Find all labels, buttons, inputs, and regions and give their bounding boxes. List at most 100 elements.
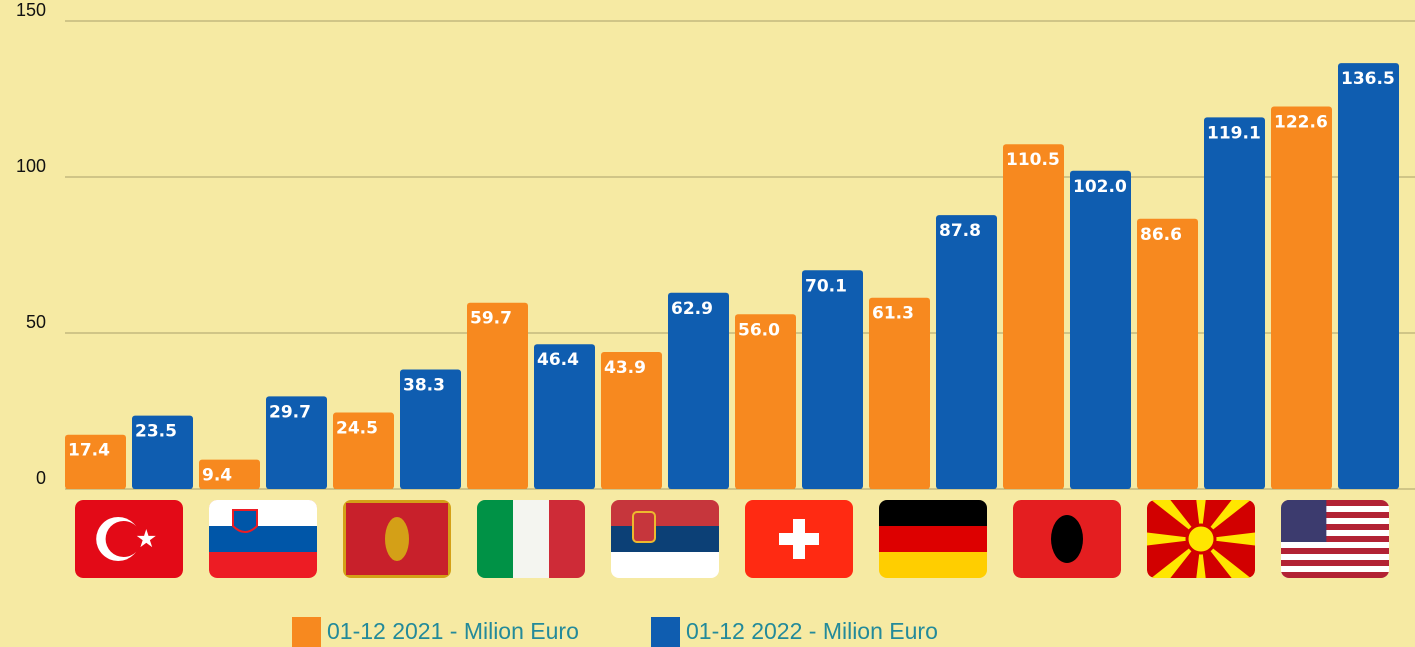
value-label: 9.4 — [202, 466, 232, 486]
bar — [1271, 106, 1332, 489]
flag-body — [611, 500, 719, 578]
crescent-cut — [105, 521, 142, 557]
shield — [632, 511, 656, 543]
flag — [75, 500, 183, 578]
stripe — [879, 500, 987, 526]
ray — [1201, 539, 1255, 578]
bar — [1070, 170, 1131, 489]
value-label: 136.5 — [1341, 69, 1395, 89]
stripe — [1281, 560, 1389, 566]
value-label: 17.4 — [68, 441, 110, 461]
y-tick-label: 50 — [26, 312, 46, 332]
bar — [65, 434, 126, 489]
flag — [879, 500, 987, 578]
bar — [601, 352, 662, 489]
flag-body — [745, 500, 853, 578]
stripe — [611, 500, 719, 526]
stripe — [1281, 536, 1389, 542]
stripe — [1281, 548, 1389, 554]
flag-body — [343, 500, 451, 578]
star — [136, 529, 156, 548]
value-label: 38.3 — [403, 376, 445, 396]
cross — [779, 533, 819, 545]
bar — [266, 396, 327, 489]
value-label: 24.5 — [336, 419, 378, 439]
bar — [735, 314, 796, 489]
bar — [132, 415, 193, 489]
legend-label: 01-12 2022 - Milion Euro — [686, 618, 938, 644]
flag-body — [1281, 500, 1389, 578]
stripe — [1281, 500, 1389, 506]
legend-swatch — [292, 617, 321, 647]
stripe — [1281, 512, 1389, 518]
flag — [611, 500, 719, 578]
value-label: 59.7 — [470, 309, 512, 329]
y-tick-label: 0 — [36, 468, 46, 488]
bar — [199, 459, 260, 489]
value-label: 43.9 — [604, 358, 646, 378]
value-label: 86.6 — [1140, 225, 1182, 245]
flag-body — [477, 500, 585, 578]
y-tick-label: 150 — [16, 0, 46, 20]
ray — [1147, 500, 1201, 539]
bar — [1204, 117, 1265, 490]
flag — [1281, 500, 1389, 578]
flag — [745, 500, 853, 578]
legend-swatch — [651, 617, 680, 647]
stripe — [1281, 524, 1389, 530]
flag — [209, 500, 317, 578]
stripe — [477, 500, 513, 578]
bar — [1003, 144, 1064, 490]
flag-body — [879, 500, 987, 578]
bar — [333, 412, 394, 489]
value-label: 87.8 — [939, 221, 981, 241]
stripe — [611, 526, 719, 552]
value-label: 56.0 — [738, 320, 780, 340]
stripe — [549, 500, 585, 578]
bar — [936, 215, 997, 489]
stripe — [879, 552, 987, 578]
stripe — [1281, 572, 1389, 578]
flag — [1147, 500, 1255, 578]
ray — [1201, 500, 1255, 539]
ray — [1147, 529, 1201, 549]
canton — [1281, 500, 1327, 542]
value-label: 46.4 — [537, 350, 579, 370]
bar — [467, 302, 528, 489]
stripe — [611, 552, 719, 578]
bar — [1137, 218, 1198, 490]
flag-body — [1147, 500, 1255, 578]
value-label: 102.0 — [1073, 177, 1127, 197]
bar — [1338, 63, 1399, 490]
value-label: 122.6 — [1274, 112, 1328, 132]
ray — [1201, 529, 1255, 549]
value-label: 29.7 — [269, 402, 311, 422]
flag-body — [209, 500, 317, 578]
eagle — [385, 517, 409, 561]
value-label: 119.1 — [1207, 123, 1261, 143]
sun — [1185, 523, 1217, 555]
flag — [343, 500, 451, 578]
flag — [477, 500, 585, 578]
bar — [534, 344, 595, 489]
ray — [1147, 539, 1201, 578]
value-label: 61.3 — [872, 304, 914, 324]
y-tick-label: 100 — [16, 156, 46, 176]
flag — [1013, 500, 1121, 578]
value-label: 23.5 — [135, 422, 177, 442]
stripe — [513, 500, 549, 578]
bar — [400, 369, 461, 489]
bar — [869, 297, 930, 489]
stripe — [879, 526, 987, 552]
bar — [802, 270, 863, 489]
value-label: 110.5 — [1006, 150, 1060, 170]
flag-body — [75, 500, 183, 578]
legend-label: 01-12 2021 - Milion Euro — [327, 618, 579, 644]
eagle — [1051, 515, 1083, 563]
shield — [232, 509, 258, 533]
stripe — [209, 500, 317, 526]
bar — [668, 292, 729, 489]
value-label: 62.9 — [671, 299, 713, 319]
stripe — [209, 526, 317, 552]
